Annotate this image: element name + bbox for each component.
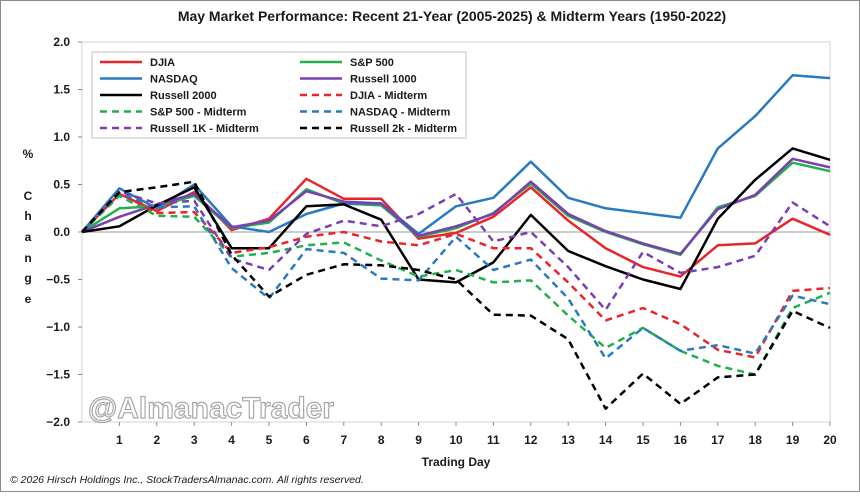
y-tick-label: 0.0 [53,225,70,239]
x-tick-label: 19 [786,433,800,447]
y-axis: 2.0 1.5 1.0 0.5 0.0 −0.5 −1.0 −1.5 −2.0 [46,35,82,429]
series-line-djia-midterm [81,191,831,359]
x-tick-label: 9 [415,433,422,447]
series-line-nasdaq-midterm [81,191,831,360]
x-tick-label: 13 [562,433,576,447]
x-tick-label: 12 [524,433,538,447]
series-line-russell-1k-midterm [81,189,831,312]
y-tick-label: 0.5 [53,178,70,192]
series-line-nasdaq [81,74,831,236]
series-line-s-p-500-midterm [81,194,831,376]
x-tick-label: 16 [674,433,688,447]
x-tick-label: 15 [636,433,650,447]
y-tick-label: −0.5 [46,273,70,287]
x-tick-label: 11 [487,433,500,447]
y-tick-label: 2.0 [53,35,70,49]
legend-label: DJIA - Midterm [350,90,427,102]
x-tick-label: 20 [823,433,837,447]
legend-label: Russell 2000 [150,90,217,102]
y-tick-label: −2.0 [46,415,70,429]
legend-box [91,51,467,139]
y-axis-label-letter: % [23,147,34,161]
x-tick-label: 1 [116,433,123,447]
legend-label: Russell 1K - Midterm [150,123,259,135]
x-tick-label: 17 [711,433,725,447]
y-axis-label-letter: n [24,251,31,265]
legend-label: S&P 500 [350,57,394,69]
footer-copyright: © 2026 Hirsch Holdings Inc., StockTrader… [10,474,364,486]
x-tick-label: 5 [266,433,273,447]
x-tick-label: 3 [191,433,198,447]
y-axis-label-letter: a [25,230,32,244]
x-tick-label: 8 [378,433,385,447]
legend-label: Russell 2k - Midterm [350,123,457,135]
x-tick-label: 6 [303,433,310,447]
x-axis-label: Trading Day [422,455,491,469]
x-tick-label: 10 [449,433,463,447]
y-tick-label: 1.0 [53,130,70,144]
chart-title: May Market Performance: Recent 21-Year (… [178,8,726,24]
y-axis-label-letter: e [25,292,32,306]
series-line-russell-2k-midterm [81,180,831,410]
y-axis-label-letter: g [24,271,31,285]
legend-label: NASDAQ [150,74,198,86]
x-tick-label: 4 [228,433,235,447]
watermark: @AlmanacTrader [88,392,334,425]
legend: DJIA S&P 500 NASDAQ Russell 1000 Russell 200… [91,51,467,139]
legend-label: Russell 1000 [350,74,417,86]
legend-label: S&P 500 - Midterm [150,107,247,119]
legend-label: NASDAQ - Midterm [350,107,450,119]
y-tick-label: −1.0 [46,320,70,334]
x-tick-label: 2 [153,433,160,447]
x-tick-label: 14 [599,433,613,447]
y-tick-label: 1.5 [53,83,70,97]
series-lines [81,74,831,410]
y-tick-label: −1.5 [46,368,70,382]
y-axis-label-letter: h [24,209,31,223]
x-tick-label: 7 [340,433,347,447]
legend-label: DJIA [150,57,175,69]
y-axis-label-letter: C [24,189,33,203]
x-axis: 1 2 3 4 5 6 7 8 9 10 11 12 13 14 15 16 17 18 19 20 [116,422,837,447]
x-tick-label: 18 [749,433,763,447]
